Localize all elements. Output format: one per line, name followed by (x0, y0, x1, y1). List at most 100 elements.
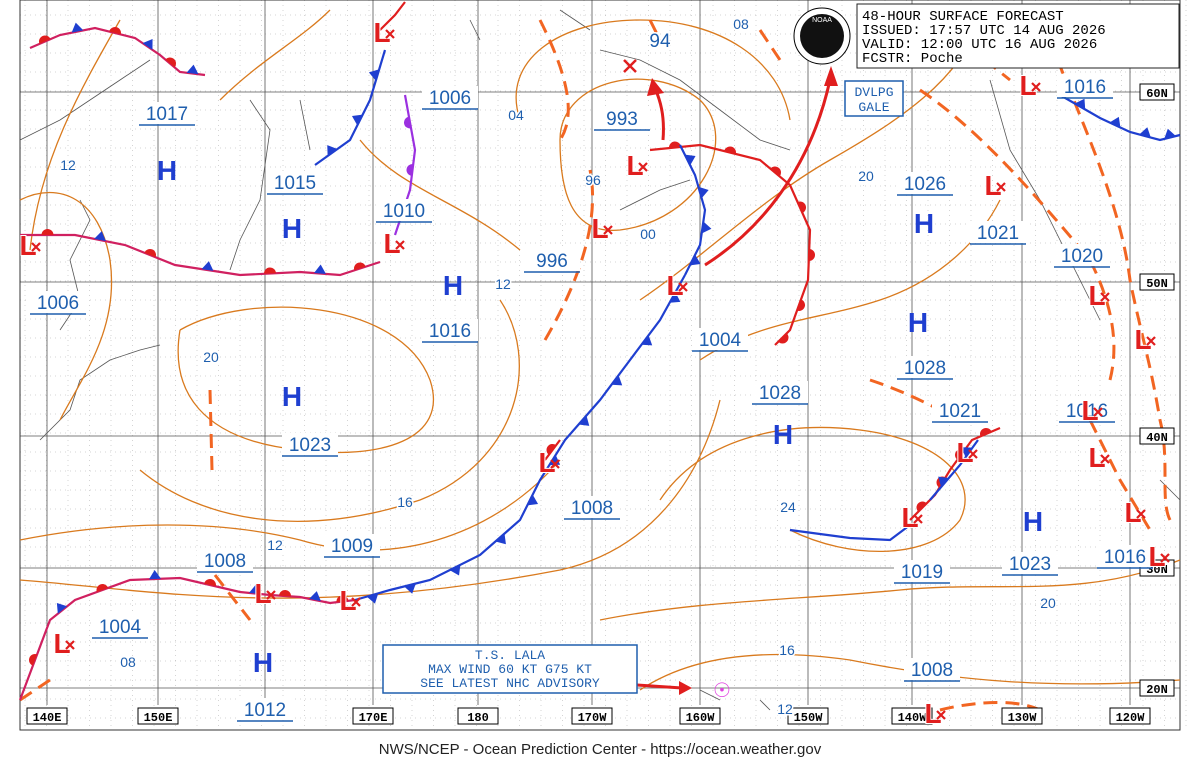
low-center: L (53, 628, 70, 659)
high-center: H (1023, 506, 1043, 537)
front-symbol (916, 501, 927, 512)
front-symbol (201, 261, 214, 271)
header-frame (856, 3, 1180, 69)
front-symbol (980, 428, 992, 437)
high-center: H (253, 647, 273, 678)
front-symbol (1074, 98, 1086, 110)
front-symbol (701, 221, 712, 234)
low-marker (1146, 336, 1156, 346)
low-center: L (666, 270, 683, 301)
high-center: H (282, 381, 302, 412)
low-marker (1100, 292, 1110, 302)
low-center: L (1148, 541, 1165, 572)
pressure-bg (1054, 244, 1110, 266)
front-symbol (314, 264, 326, 274)
longitude-label: 160W (686, 711, 716, 725)
front-symbol (938, 476, 949, 488)
lat-box (1139, 679, 1175, 697)
low-marker (550, 459, 560, 469)
pressure-label: 1023 (289, 435, 331, 456)
isobar-label: 08 (120, 654, 136, 670)
lat-box (1139, 427, 1175, 445)
low-center: L (984, 170, 1001, 201)
frame (19, 0, 1181, 731)
isobar-label: 16 (779, 642, 795, 658)
troughs (19, 19, 1172, 712)
footer: NWS/NCEP - Ocean Prediction Center - htt… (379, 741, 822, 758)
pressure-bg (1002, 552, 1058, 574)
low-center: L (339, 585, 356, 616)
arrow-heads (647, 66, 838, 695)
front-symbol (689, 254, 701, 266)
front-symbol (955, 449, 965, 460)
front-symbol (495, 533, 506, 545)
pressure-label: 1006 (37, 293, 79, 314)
front-symbol (808, 249, 815, 261)
pressure-bg (197, 549, 253, 571)
front-symbol (611, 375, 623, 386)
front-symbol (249, 584, 261, 595)
footer-band (0, 732, 1200, 764)
low-center: L (1124, 497, 1141, 528)
front-symbol (142, 39, 153, 50)
lon-box (1001, 707, 1043, 725)
front-symbol (71, 22, 84, 33)
low-marker (1093, 407, 1103, 417)
front-symbol (56, 602, 68, 614)
pressure-label: 1021 (939, 401, 981, 422)
front-symbol (698, 186, 709, 199)
low-marker (603, 225, 613, 235)
low-marker (395, 240, 405, 250)
isobar-label: 96 (585, 172, 601, 188)
isobar-label: 20 (858, 168, 874, 184)
lon-box (352, 707, 394, 725)
longitude-label: 130W (1008, 711, 1038, 725)
isobar-label: 12 (495, 276, 511, 292)
pressure-label: 1008 (911, 660, 953, 681)
front-symbol (309, 591, 321, 602)
low-marker (1136, 509, 1146, 519)
front-symbol (204, 579, 216, 587)
pressure-label: 1010 (383, 201, 425, 222)
high-center: H (443, 270, 463, 301)
pressure-label: 1026 (904, 174, 946, 195)
front-symbol (279, 590, 291, 597)
front-symbol (404, 583, 416, 594)
lon-box (26, 707, 68, 725)
pressure-bg (897, 356, 953, 378)
low-marker (65, 640, 75, 650)
front-symbol (1139, 127, 1151, 138)
isobar-label: 08 (733, 16, 749, 32)
low-marker (638, 162, 648, 172)
pressure-bg (692, 328, 748, 350)
front-symbol (796, 299, 805, 311)
coastlines (19, 9, 1181, 711)
pressure-bg (422, 86, 478, 108)
longitude-label: 140W (898, 711, 928, 725)
low-marker (913, 514, 923, 524)
lon-box (1109, 707, 1151, 725)
labels: 140E 150E 170E 180 170W 160W 150W 140W 130W 120W 6… (18, 15, 1175, 730)
pressure-label: 1008 (571, 498, 613, 519)
header-box: 48-HOUR SURFACE FORECAST ISSUED: 17:57 U… (793, 3, 1180, 69)
low-center: L (591, 213, 608, 244)
lon-box (787, 707, 829, 725)
advisory-text: MAX WIND 60 KT G75 KT (428, 662, 592, 677)
low-center: L (1088, 442, 1105, 473)
front-symbol (669, 292, 681, 303)
pressure-label: 1017 (146, 104, 188, 125)
header-line: 48-HOUR SURFACE FORECAST (862, 9, 1064, 25)
pressure-label: 993 (606, 109, 638, 130)
pressure-bg (139, 102, 195, 124)
warning-box: DVLPG GALE (844, 80, 904, 117)
low-marker (968, 449, 978, 459)
latitude-label: 40N (1146, 431, 1168, 445)
pressure-label: 1008 (204, 551, 246, 572)
front (29, 26, 206, 77)
front-symbol (770, 166, 781, 177)
low-center: L (924, 698, 941, 729)
high-center: H (282, 213, 302, 244)
pressure-label: 1020 (1061, 246, 1103, 267)
lat-box (1139, 273, 1175, 291)
low-marker (623, 59, 637, 73)
